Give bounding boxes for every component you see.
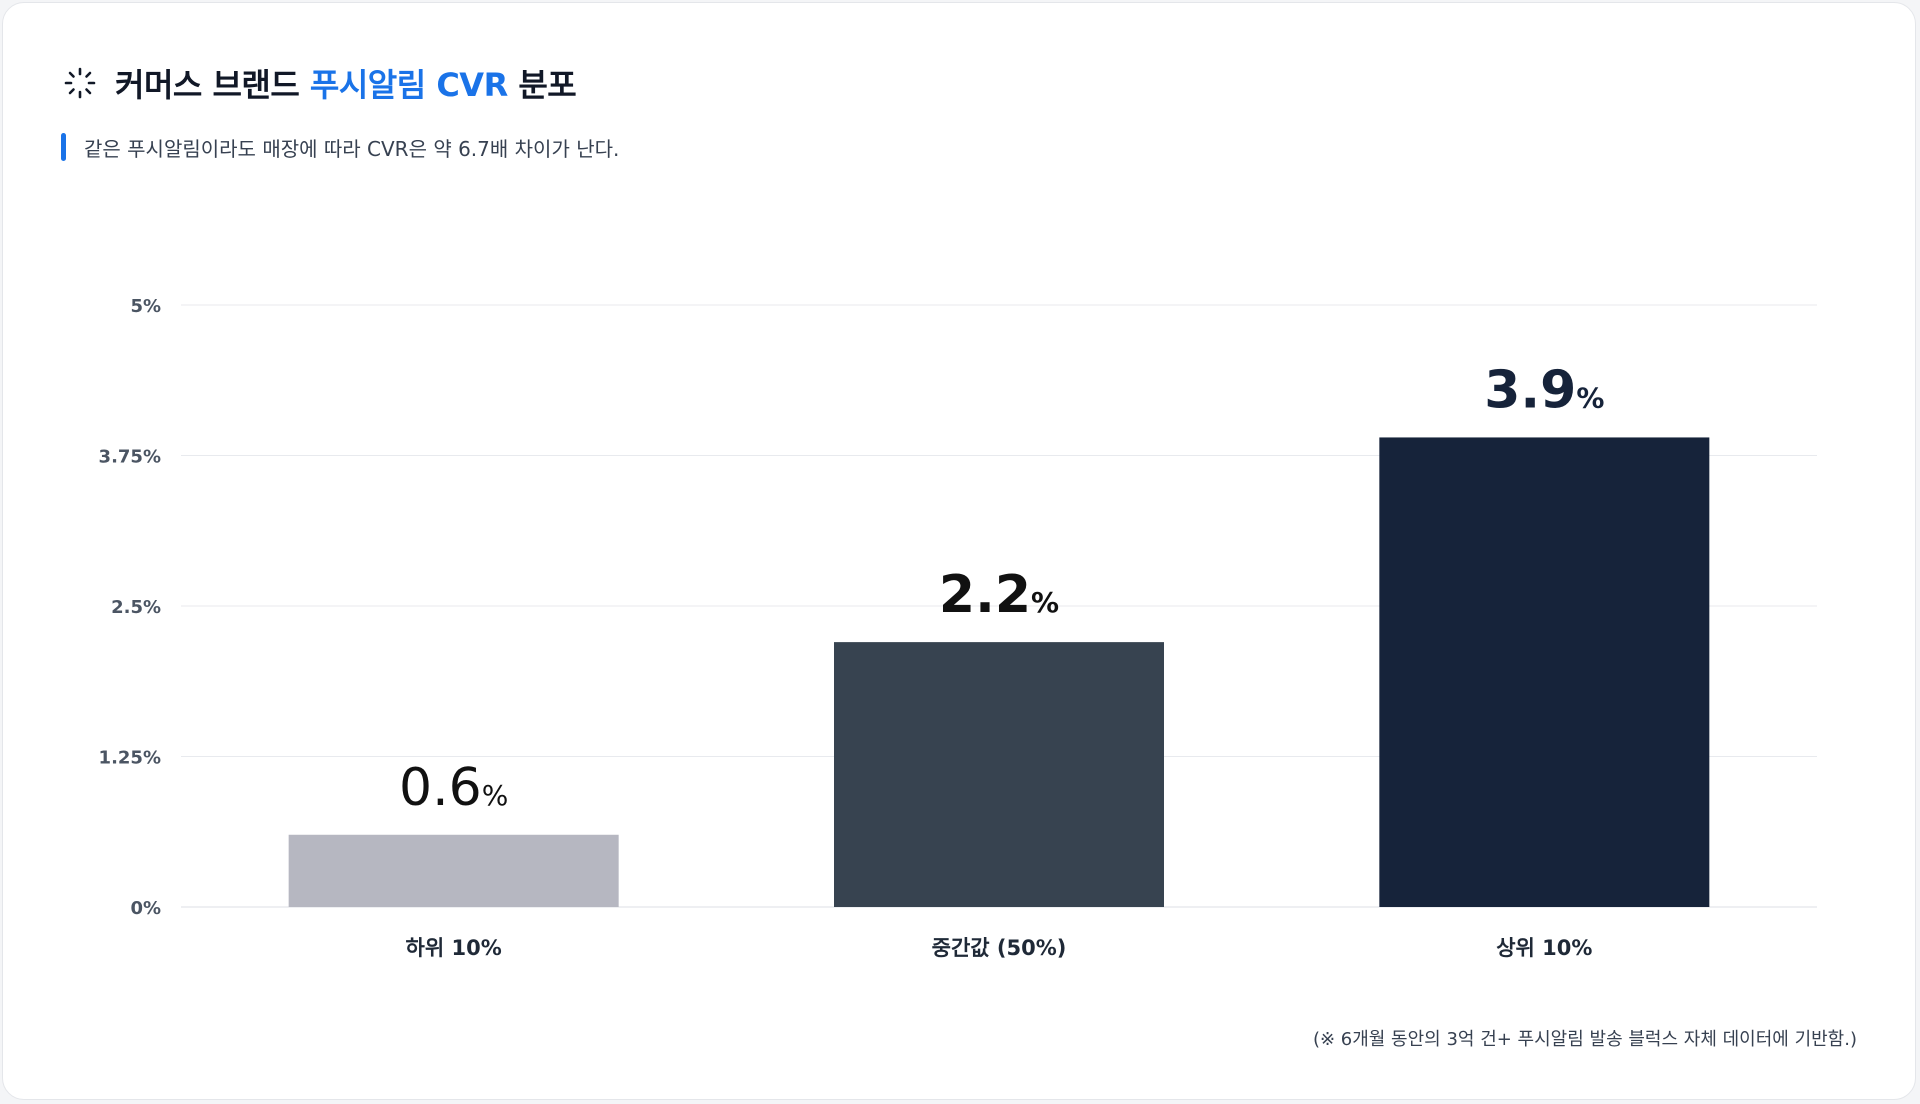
category-label: 상위 10% [1496,936,1592,960]
subtitle: 같은 푸시알림이라도 매장에 따라 CVR은 약 6.7배 차이가 난다. [84,136,620,161]
category-label: 중간값 (50%) [932,936,1067,960]
page-title: 커머스 브랜드 푸시알림 CVR 분포 [115,60,577,106]
subtitle-accent-bar [61,133,66,161]
title-row: 커머스 브랜드 푸시알림 CVR 분포 [63,60,577,106]
title-accent: 푸시알림 CVR [309,66,508,104]
y-tick-label: 3.75% [99,447,161,468]
y-tick-label: 0% [130,898,161,919]
loader-icon [64,67,96,99]
bar [834,642,1164,907]
y-tick-label: 2.5% [111,597,161,618]
footnote: (※ 6개월 동안의 3억 건+ 푸시알림 발송 블럭스 자체 데이터에 기반함… [1312,1029,1857,1050]
title-prefix: 커머스 브랜드 [115,66,310,104]
bar-value-label: 2.2% [939,565,1059,625]
y-tick-label: 1.25% [99,748,161,769]
bar [288,834,619,907]
category-label: 하위 10% [406,936,502,960]
y-tick-label: 5% [130,296,161,317]
bar-chart: 0% 1.25% 2.5% 3.75% 5% 0.6% 하위 10% 2.2% 중간값 (50%… [99,296,1817,960]
bar-value-label: 0.6% [399,758,508,818]
bar [1379,437,1710,907]
bar-value-label: 3.9% [1484,360,1604,420]
subtitle-row: 같은 푸시알림이라도 매장에 따라 CVR은 약 6.7배 차이가 난다. [61,131,619,163]
title-suffix: 분포 [507,66,577,104]
